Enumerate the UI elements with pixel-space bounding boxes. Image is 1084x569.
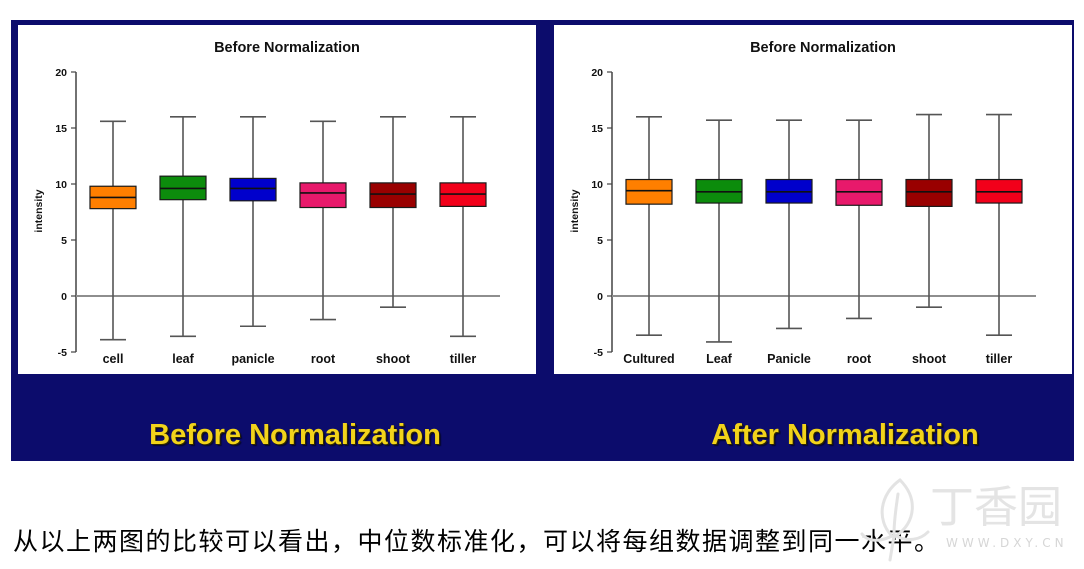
- category-label: Panicle: [767, 352, 811, 366]
- y-tick-label: 20: [55, 67, 67, 79]
- y-tick-label: 10: [55, 179, 67, 191]
- caption-before-normalization: Before Normalization: [149, 419, 441, 451]
- box-leaf: [159, 116, 207, 338]
- category-label: panicle: [231, 352, 274, 366]
- box-iqr: [299, 182, 347, 209]
- boxplot-chart-after: Before Normalization intensity 20 15 10 5 0 -5 C…: [569, 40, 1036, 366]
- y-axis-label: intensity: [33, 189, 45, 232]
- y-tick-label: 5: [597, 235, 603, 247]
- box-tiller: [439, 116, 487, 338]
- category-label: root: [311, 352, 336, 366]
- caption-after-normalization: After Normalization: [711, 419, 979, 451]
- y-tick-label: 10: [591, 179, 603, 191]
- category-label: shoot: [376, 352, 411, 366]
- y-tick-label: 15: [55, 123, 67, 135]
- y-tick-label: 0: [61, 291, 67, 303]
- chart-panel-before: Before Normalization intensity 20 15 10 5 0 -5 c…: [18, 25, 536, 374]
- box-cultured: [625, 116, 673, 337]
- explanation-paragraph: 从以上两图的比较可以看出，中位数标准化，可以将每组数据调整到同一水平。: [13, 527, 941, 556]
- watermark-brand: 丁香园: [930, 482, 1062, 533]
- y-tick-label: 0: [597, 291, 603, 303]
- category-label: shoot: [912, 352, 947, 366]
- box-tiller: [975, 113, 1023, 337]
- box-panicle: [765, 119, 813, 330]
- y-axis-label: intensity: [569, 189, 581, 232]
- y-tick-label: -5: [58, 347, 67, 359]
- y-tick-label: 5: [61, 235, 67, 247]
- box-leaf: [695, 119, 743, 343]
- dxy-leaf-logo-icon: [860, 478, 930, 562]
- boxplot-chart-before: Before Normalization intensity 20 15 10 5 0 -5 c…: [33, 40, 500, 366]
- category-label: tiller: [450, 352, 477, 366]
- chart-panel-after: Before Normalization intensity 20 15 10 5 0 -5 C…: [554, 25, 1072, 374]
- y-tick-label: 20: [591, 67, 603, 79]
- y-tick-label: 15: [591, 123, 603, 135]
- category-label: Cultured: [623, 352, 674, 366]
- box-root: [299, 120, 347, 321]
- chart-title: Before Normalization: [750, 40, 896, 56]
- box-shoot: [369, 116, 417, 309]
- y-tick-label: -5: [594, 347, 603, 359]
- category-label: Leaf: [706, 352, 733, 366]
- box-iqr: [369, 182, 417, 209]
- category-label: leaf: [172, 352, 194, 366]
- box-cell: [89, 120, 137, 341]
- chart-title: Before Normalization: [214, 40, 360, 56]
- box-iqr: [905, 178, 953, 208]
- box-shoot: [905, 113, 953, 309]
- box-iqr: [229, 177, 277, 202]
- box-root: [835, 119, 883, 320]
- category-label: tiller: [986, 352, 1013, 366]
- category-label: cell: [103, 352, 124, 366]
- box-iqr: [625, 178, 673, 205]
- watermark-site: WWW.DXY.CN: [946, 536, 1068, 550]
- box-panicle: [229, 116, 277, 328]
- category-label: root: [847, 352, 872, 366]
